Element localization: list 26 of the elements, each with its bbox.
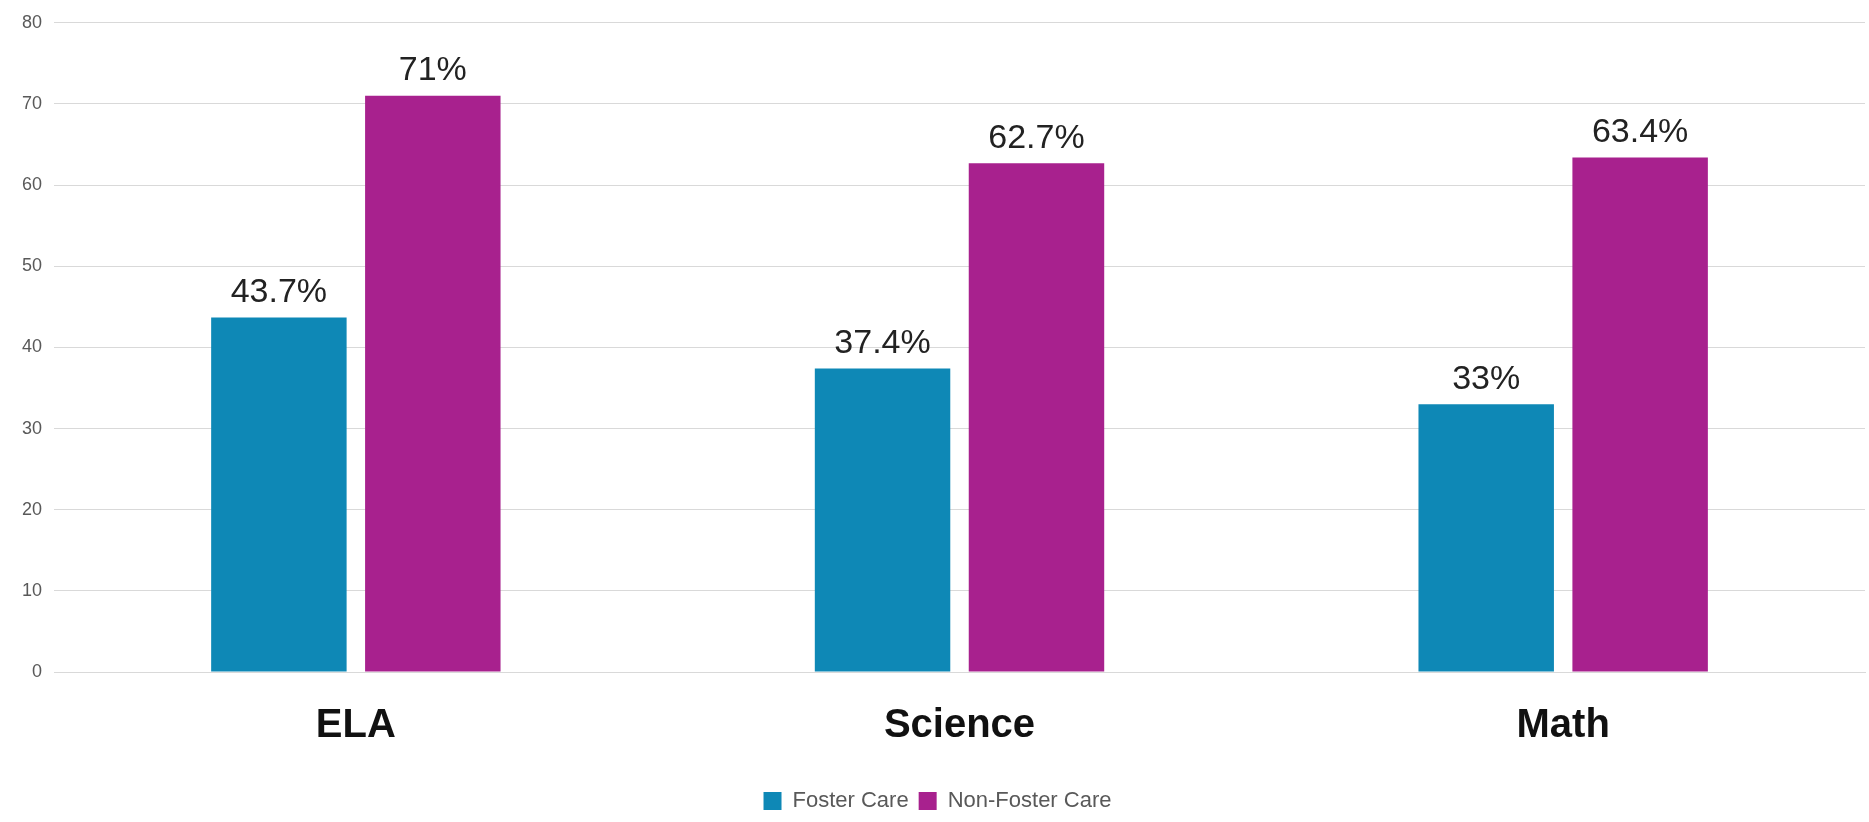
y-tick-label: 0 [32, 660, 43, 681]
bar [365, 95, 501, 672]
y-tick-label: 10 [21, 579, 43, 600]
y-tick-label: 30 [21, 417, 43, 438]
data-label: 71% [398, 49, 467, 88]
y-tick-label: 70 [21, 92, 43, 113]
y-tick-label: 40 [21, 336, 43, 357]
legend-label: Non-Foster Care [947, 787, 1112, 813]
data-label: 33% [1452, 357, 1521, 396]
x-tick-label: Math [1516, 701, 1610, 746]
x-tick-label: ELA [315, 701, 396, 746]
legend-label: Foster Care [792, 787, 909, 813]
data-label: 62.7% [988, 116, 1085, 155]
y-tick-label: 60 [21, 174, 43, 195]
data-label: 43.7% [230, 270, 328, 309]
y-tick-label: 80 [21, 11, 43, 32]
bar [814, 368, 951, 672]
bar [968, 163, 1105, 672]
y-tick-label: 20 [21, 498, 43, 519]
x-tick-label: Science [883, 701, 1036, 746]
data-label: 37.4% [834, 321, 931, 360]
bar [1418, 404, 1554, 672]
bar [211, 317, 347, 672]
bar [1572, 157, 1708, 672]
y-tick-label: 50 [21, 255, 43, 276]
data-label: 63.4% [1591, 110, 1689, 149]
